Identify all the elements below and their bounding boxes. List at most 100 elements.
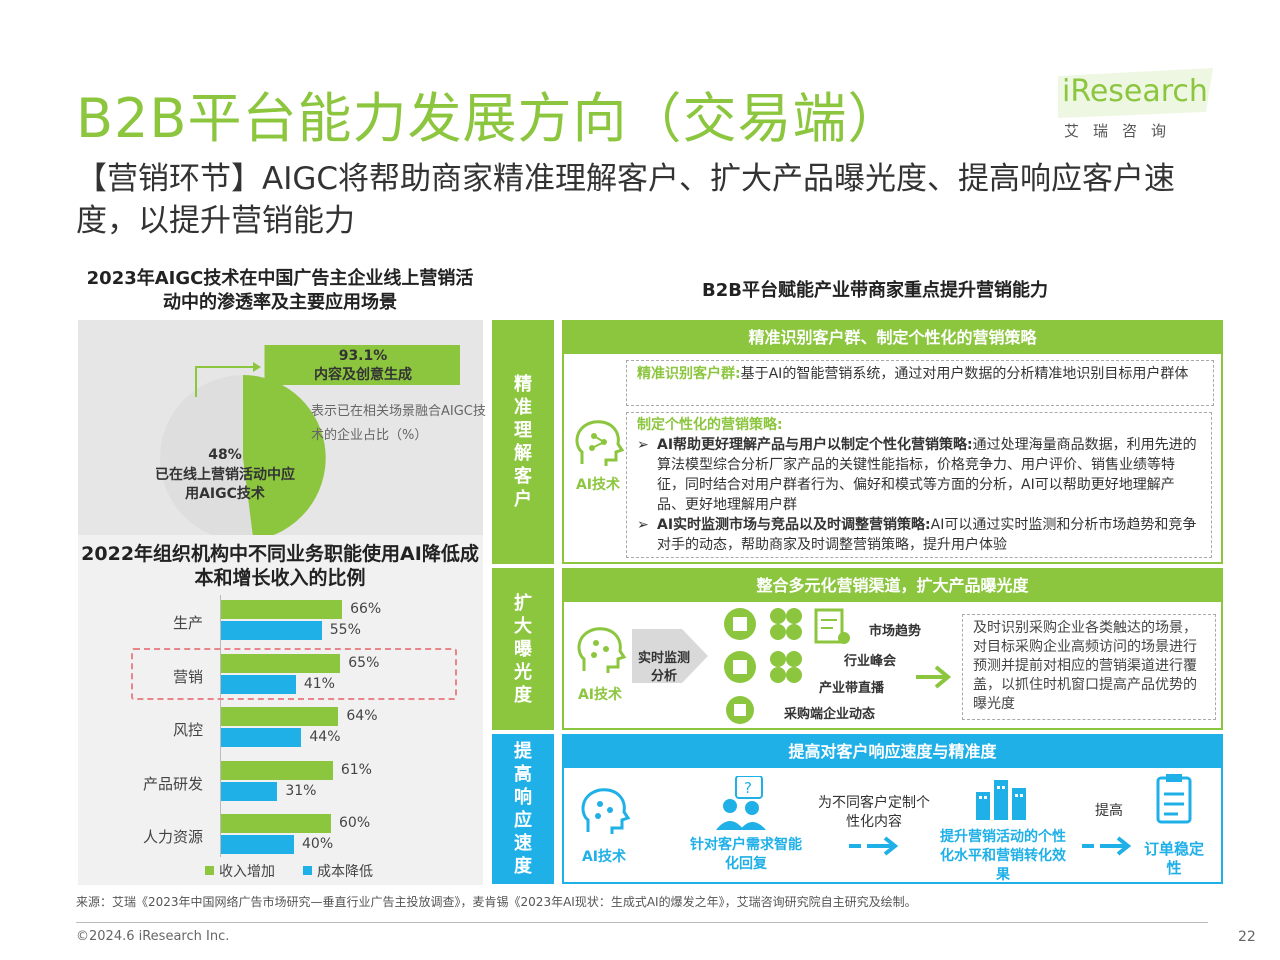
ai-brain-icon	[581, 788, 631, 834]
section1-ai-label: AI技术	[575, 477, 621, 493]
bar-cost	[220, 781, 278, 801]
section3-side: 提高响应速度	[492, 734, 554, 884]
bullet1-text: 通过处理海量商品数据，利用先进的算法模型综合分析厂家产品的关键性能指标，价格竞争…	[657, 437, 1197, 513]
bar-income	[220, 653, 341, 673]
legend-cost: 成本降低	[317, 864, 373, 880]
bar-category-label: 产品研发	[142, 774, 203, 793]
bullet2: ➢ AI实时监测市场与竞品以及时调整营销策略:AI可以通过实时监测和分析市场趋势…	[637, 515, 1201, 555]
ai-brain-icon	[577, 627, 627, 673]
page-number: 22	[1238, 929, 1256, 945]
channel-item-1: 行业峰会	[844, 654, 897, 669]
section2-result: 及时识别采购企业各类触达的场景，对目标采购企业高频访问的场景进行预测并提前对相应…	[973, 620, 1197, 712]
bar-income-value: 61%	[340, 761, 372, 778]
bar-income-value: 66%	[350, 601, 382, 617]
section1-side: 精准理解客户	[492, 320, 554, 564]
section3-ai-label: AI技术	[581, 849, 627, 865]
pie-title: 2023年AIGC技术在中国广告主企业线上营销活动中的渗透率及主要应用场景	[86, 268, 474, 313]
monitor-arrow-icon	[632, 629, 708, 683]
section2-result-box: 及时识别采购企业各类触达的场景，对目标采购企业高频访问的场景进行预测并提前对相应…	[962, 614, 1216, 720]
bar-cost-value: 44%	[309, 729, 341, 745]
section2-side: 扩大曝光度	[492, 568, 554, 730]
ai-brain-icon	[575, 420, 625, 466]
bar-chart-title: 2022年组织机构中不同业务职能使用AI降低成本和增长收入的比例	[81, 543, 479, 589]
channel-item-3: 采购端企业动态	[784, 707, 876, 722]
section1-box1: 精准识别客户群:基于AI的智能营销系统，通过对用户数据的分析精准地识别目标用户群…	[626, 360, 1214, 406]
right-title: B2B平台赋能产业带商家重点提升营销能力	[702, 280, 1048, 301]
highlight-marketing-box	[131, 648, 457, 700]
green-arrow-icon	[916, 665, 952, 689]
svg-text:?: ?	[744, 779, 752, 797]
bullet-arrow-icon: ➢	[637, 517, 649, 533]
bar-category-label: 人力资源	[142, 828, 203, 846]
section1-box2: 制定个性化的营销策略: ➢ AI帮助更好理解产品与用户以制定个性化营销策略:通过…	[626, 412, 1212, 558]
legend-income-swatch	[205, 866, 214, 875]
bar-income	[220, 814, 331, 833]
box1-text: 基于AI的智能营销系统，通过对用户数据的分析精准地识别目标用户群体	[740, 366, 1189, 382]
section3-step2: 提升营销活动的个性化水平和营销转化效果	[940, 829, 1066, 883]
callout-line	[195, 366, 256, 397]
pie-legend: 表示已在相关场景融合AIGC技术的企业占比（%）	[311, 404, 486, 443]
bar-cost-value: 41%	[303, 675, 335, 692]
section1-side-label: 精准理解客户	[514, 374, 532, 510]
bar-income	[220, 707, 339, 726]
section2-panel: 整合多元化营销渠道，扩大产品曝光度 AI技术 实时监测分析 市场趋势 行业峰会 …	[562, 568, 1223, 730]
footer-divider	[76, 922, 1208, 923]
bar-income-value: 64%	[346, 708, 378, 724]
section3-head: 提高对客户响应速度与精准度	[564, 736, 1221, 768]
section2-ai-label: AI技术	[577, 687, 623, 703]
channel-item-2: 产业带直播	[819, 681, 885, 696]
callout-label: 内容及创意生成	[314, 367, 412, 383]
section3-arrow1: 为不同客户定制个性化内容	[818, 795, 930, 830]
bullet2-text: AI可以通过实时监测和分析市场趋势和竞争对手的动态，帮助商家及时调整营销策略，提…	[657, 517, 1197, 553]
section2-head: 整合多元化营销渠道，扩大产品曝光度	[564, 570, 1221, 602]
pie-main-label: 已在线上营销活动中应用AIGC技术	[155, 467, 295, 502]
section2-side-label: 扩大曝光度	[514, 592, 532, 706]
callout-box	[266, 345, 460, 385]
bar-cost-value: 31%	[285, 782, 317, 799]
iresearch-logo: iResearch 艾瑞咨询	[1058, 68, 1218, 148]
bar-cost	[220, 835, 294, 854]
bar-income-value: 60%	[339, 815, 371, 831]
bar-cost	[220, 621, 322, 640]
section3-step3: 订单稳定性	[1143, 840, 1204, 877]
order-clipboard-icon	[1156, 774, 1192, 824]
section3-side-label: 提高响应速度	[514, 741, 532, 877]
legend-cost-swatch	[303, 866, 312, 875]
callout-arrow-icon	[253, 362, 261, 372]
bar-income-value: 65%	[348, 654, 380, 671]
page-title: B2B平台能力发展方向（交易端）	[76, 87, 903, 150]
bar-category-label: 营销	[172, 667, 203, 686]
channel-item-0: 市场趋势	[869, 624, 922, 639]
bullet1-title: AI帮助更好理解产品与用户以制定个性化营销策略:	[657, 437, 973, 453]
channel-icons	[724, 608, 850, 724]
bar-category-label: 生产	[172, 614, 203, 632]
copyright: ©2024.6 iResearch Inc.	[76, 929, 230, 944]
bar-axis	[220, 595, 221, 857]
page-subtitle: 【营销环节】AIGC将帮助商家精准理解客户、扩大产品曝光度、提高响应客户速度，以…	[76, 161, 1176, 239]
section1-head: 精准识别客户群、制定个性化的营销策略	[564, 322, 1221, 354]
blue-arrow-icon	[849, 836, 899, 856]
bar-cost	[220, 674, 296, 694]
section3-arrow2: 提高	[1095, 803, 1123, 819]
pie-main-value: 48%	[208, 447, 242, 463]
customer-support-icon: ?	[716, 776, 766, 830]
bar-cost	[220, 728, 302, 747]
bar-category-label: 风控	[172, 721, 203, 739]
source-note: 来源：艾瑞《2023年中国网络广告市场研究—垂直行业广告主投放调查》，麦肯锡《2…	[76, 895, 917, 909]
bar-income	[220, 760, 333, 780]
section3-panel: 提高对客户响应速度与精准度 AI技术 ? 针对客户需求智能化回复 为不同客户定制…	[562, 734, 1223, 884]
bullet2-title: AI实时监测市场与竞品以及时调整营销策略:	[657, 517, 931, 533]
pie-panel: 93.1% 内容及创意生成 48% 已在线上营销活动中应用AIGC技术 表示已在…	[78, 320, 486, 535]
box2-title: 制定个性化的营销策略:	[637, 417, 783, 433]
legend-swatch-green	[299, 408, 308, 417]
section2-arrow-label: 实时监测分析	[637, 651, 690, 684]
section1-panel: 精准识别客户群、制定个性化的营销策略 AI技术 精准识别客户群:基于AI的智能营…	[562, 320, 1223, 564]
bar-cost-value: 55%	[329, 622, 361, 638]
bullet-arrow-icon: ➢	[637, 437, 649, 453]
buildings-icon	[976, 780, 1026, 820]
legend-income: 收入增加	[219, 864, 275, 880]
logo-cn: 艾瑞咨询	[1064, 122, 1181, 140]
callout-value: 93.1%	[338, 348, 388, 364]
bar-chart: 生产 66% 55% 营销 65% 41% 风控 64% 44% 产品研发 61% 31% 人力资源 60…	[78, 595, 483, 865]
bullet1: ➢ AI帮助更好理解产品与用户以制定个性化营销策略:通过处理海量商品数据，利用先…	[637, 435, 1201, 515]
